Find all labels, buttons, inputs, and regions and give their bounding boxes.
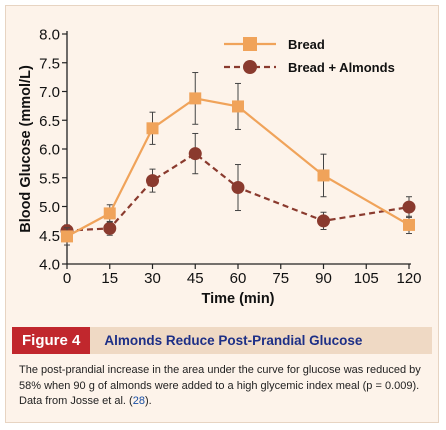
y-tick-label: 5.0 xyxy=(39,199,60,216)
chart-legend: Bread Bread + Almonds xyxy=(224,37,395,75)
legend-label: Bread xyxy=(288,37,325,52)
data-point-square xyxy=(146,122,159,135)
data-point-square xyxy=(232,100,244,113)
data-point-circle xyxy=(188,147,202,161)
figure-number-badge: Figure 4 xyxy=(12,327,91,354)
data-point-square xyxy=(403,218,415,231)
data-point-circle xyxy=(317,214,330,228)
legend-marker-square xyxy=(243,37,257,51)
data-point-circle xyxy=(146,174,159,188)
y-tick-label: 6.0 xyxy=(39,142,60,159)
data-point-circle xyxy=(103,221,117,235)
line-chart: 4.0 4.5 5.0 5.5 6.0 6.5 7.0 7.5 8.0 0 15 30 45 60 75 90… xyxy=(18,27,422,308)
x-tick-label: 90 xyxy=(315,270,332,287)
chart-series xyxy=(60,72,416,246)
y-tick-label: 6.5 xyxy=(39,113,60,130)
figure-caption: The post-prandial increase in the area u… xyxy=(19,363,433,410)
legend-marker-circle xyxy=(243,60,257,74)
y-tick-label: 5.5 xyxy=(39,170,60,187)
y-tick-label: 4.0 xyxy=(39,257,60,274)
x-tick-label: 45 xyxy=(187,270,204,287)
x-tick-label: 105 xyxy=(354,270,379,287)
y-tick-label: 8.0 xyxy=(39,27,60,44)
figure-title: Almonds Reduce Post-Prandial Glucose xyxy=(104,333,363,348)
legend-label: Bread + Almonds xyxy=(288,60,395,75)
data-point-circle xyxy=(231,181,245,195)
data-point-circle xyxy=(402,200,416,214)
x-tick-label: 75 xyxy=(272,270,289,287)
data-point-square xyxy=(61,230,73,243)
x-tick-label: 15 xyxy=(101,270,118,287)
x-tick-label: 60 xyxy=(230,270,247,287)
data-point-square xyxy=(189,92,202,105)
x-tick-label: 0 xyxy=(63,270,71,287)
x-tick-label: 120 xyxy=(396,270,421,287)
x-tick-label: 30 xyxy=(144,270,161,287)
figure-panel: 4.0 4.5 5.0 5.5 6.0 6.5 7.0 7.5 8.0 0 15 30 45 60 75 90… xyxy=(5,5,439,423)
data-point-square xyxy=(317,169,330,182)
y-tick-label: 4.5 xyxy=(39,228,60,245)
figure-title-bar: Figure 4 Almonds Reduce Post-Prandial Gl… xyxy=(12,327,432,354)
data-point-square xyxy=(103,207,116,220)
y-tick-label: 7.5 xyxy=(39,55,60,72)
caption-reference-link[interactable]: 28 xyxy=(132,395,145,407)
y-axis-label: Blood Glucose (mmol/L) xyxy=(18,65,34,233)
chart-axes: 4.0 4.5 5.0 5.5 6.0 6.5 7.0 7.5 8.0 0 15 30 45 60 75 90… xyxy=(39,27,421,288)
x-axis-label: Time (min) xyxy=(201,291,274,307)
y-tick-label: 7.0 xyxy=(39,84,60,101)
caption-text: The post-prandial increase in the area u… xyxy=(19,364,421,407)
caption-end: ). xyxy=(144,395,152,407)
